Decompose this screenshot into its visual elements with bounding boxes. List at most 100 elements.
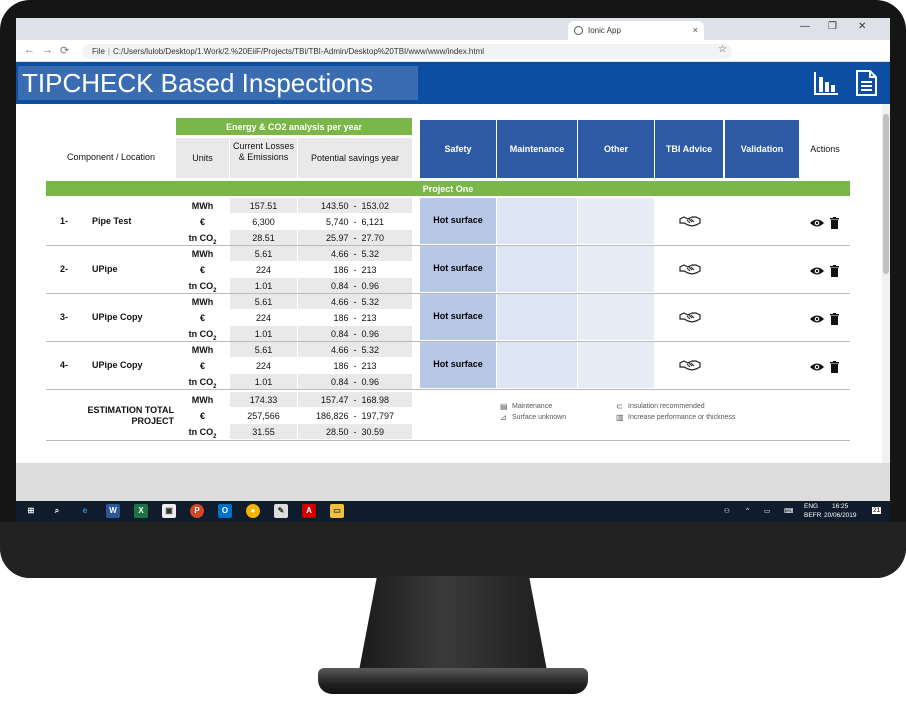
delete-trash-icon[interactable] — [830, 265, 839, 277]
unit-text: MWh — [191, 297, 214, 307]
col-savings-header: Potential savings year — [298, 138, 412, 178]
excel-icon[interactable]: X — [134, 504, 148, 518]
view-eye-icon[interactable] — [810, 362, 824, 372]
reload-button[interactable]: ⟳ — [60, 45, 70, 57]
explorer-icon[interactable]: ▭ — [330, 504, 344, 518]
unit-subscript: 2 — [213, 433, 217, 440]
maintenance-cell[interactable] — [497, 342, 577, 388]
lang-line-1[interactable]: ENG — [804, 503, 819, 510]
bar-chart-icon[interactable] — [812, 69, 840, 97]
unit-cell: € — [176, 217, 229, 227]
delete-trash-icon[interactable] — [830, 217, 839, 229]
notification-badge[interactable]: 21 — [872, 507, 882, 514]
tab-close-icon[interactable]: × — [692, 25, 698, 35]
current-value: 5.61 — [230, 342, 297, 357]
maintenance-cell[interactable] — [497, 246, 577, 292]
savings-value: 25.97 - 27.70 — [298, 230, 412, 245]
minimize-button[interactable]: — — [800, 21, 810, 32]
edge-icon[interactable]: e — [82, 506, 88, 515]
view-eye-icon[interactable] — [810, 218, 824, 228]
component-name[interactable]: UPipe Copy — [92, 360, 143, 370]
current-value: 157.51 — [230, 198, 297, 213]
other-cell[interactable] — [578, 246, 654, 292]
row-divider — [46, 341, 850, 342]
other-cell[interactable] — [578, 198, 654, 244]
col-actions-header: Actions — [810, 144, 840, 154]
row-number: 4- — [60, 360, 69, 370]
current-value: 1.01 — [230, 374, 297, 389]
acrobat-icon[interactable]: A — [302, 504, 316, 518]
outlook-icon[interactable]: O — [218, 504, 232, 518]
component-name[interactable]: Pipe Test — [92, 216, 132, 226]
clock-time[interactable]: 16:25 — [832, 503, 849, 510]
safety-cell[interactable]: Hot surface — [420, 294, 496, 340]
unit-cell: € — [176, 411, 229, 421]
unit-subscript: 2 — [213, 287, 217, 294]
tray-chevron-icon[interactable]: ^ — [746, 507, 750, 514]
legend-surface-unknown-icon: ⊿ — [500, 413, 507, 422]
row-number: 1- — [60, 216, 69, 226]
view-eye-icon[interactable] — [810, 266, 824, 276]
row-divider — [46, 389, 850, 390]
energy-group-header: Energy & CO2 analysis per year — [176, 118, 412, 135]
maintenance-cell[interactable] — [497, 294, 577, 340]
scrollbar[interactable] — [882, 104, 890, 480]
savings-value: 0.84 - 0.96 — [298, 326, 412, 341]
handshake-icon[interactable] — [679, 262, 701, 276]
savings-value: 4.66 - 5.32 — [298, 294, 412, 309]
safety-cell[interactable]: Hot surface — [420, 198, 496, 244]
unit-cell: MWh — [176, 345, 229, 355]
bookmark-star-icon[interactable]: ☆ — [718, 44, 727, 55]
store-icon[interactable]: ▣ — [162, 504, 176, 518]
unit-text: € — [199, 265, 205, 275]
delete-trash-icon[interactable] — [830, 313, 839, 325]
forward-button[interactable]: → — [42, 44, 53, 56]
savings-value: 4.66 - 5.32 — [298, 342, 412, 357]
battery-icon: ▭ — [764, 508, 771, 515]
url-field[interactable]: File | C:/Users/lulob/Desktop/1.Work/2.%20… — [82, 44, 732, 59]
component-name[interactable]: UPipe Copy — [92, 312, 143, 322]
handshake-icon[interactable] — [679, 358, 701, 372]
unit-cell: tn CO2 — [176, 281, 229, 294]
current-value: 224 — [255, 265, 272, 275]
unit-subscript: 2 — [213, 335, 217, 342]
lang-line-2[interactable]: BEFR — [804, 512, 822, 519]
current-value: 6,300 — [252, 217, 275, 227]
unit-cell: MWh — [176, 297, 229, 307]
component-name[interactable]: UPipe — [92, 264, 118, 274]
project-bar[interactable]: Project One — [46, 181, 850, 196]
other-cell[interactable] — [578, 342, 654, 388]
unit-cell: tn CO2 — [176, 377, 229, 390]
unit-cell: MWh — [176, 201, 229, 211]
unit-text: € — [199, 313, 205, 323]
legend-increase: Increase performance or thickness — [628, 414, 736, 421]
people-icon[interactable]: ⚇ — [724, 508, 730, 515]
view-eye-icon[interactable] — [810, 314, 824, 324]
back-button[interactable]: ← — [24, 44, 35, 56]
chrome-icon[interactable]: ● — [246, 504, 260, 518]
maximize-button[interactable]: ❐ — [828, 21, 837, 32]
handshake-icon[interactable] — [679, 310, 701, 324]
footer-area — [16, 463, 890, 501]
word-icon[interactable]: W — [106, 504, 120, 518]
powerpoint-icon[interactable]: P — [190, 504, 204, 518]
document-icon[interactable] — [852, 69, 880, 97]
maintenance-cell[interactable] — [497, 198, 577, 244]
delete-trash-icon[interactable] — [830, 361, 839, 373]
total-divider — [46, 440, 850, 441]
scrollbar-thumb[interactable] — [883, 114, 889, 274]
close-window-button[interactable]: ✕ — [858, 21, 867, 32]
current-value: 31.55 — [230, 424, 297, 439]
savings-value: 143.50 - 153.02 — [298, 198, 412, 213]
legend-increase-icon: ▥ — [616, 413, 624, 422]
start-icon[interactable]: ⊞ — [27, 506, 35, 515]
clock-date[interactable]: 20/06/2019 — [824, 512, 857, 519]
paint-icon[interactable]: ✎ — [274, 504, 288, 518]
savings-value: 0.84 - 0.96 — [298, 278, 412, 293]
search-icon[interactable]: ⌕ — [54, 506, 60, 515]
browser-tab[interactable]: Ionic App × — [568, 21, 704, 40]
handshake-icon[interactable] — [679, 214, 701, 228]
safety-cell[interactable]: Hot surface — [420, 342, 496, 388]
other-cell[interactable] — [578, 294, 654, 340]
safety-cell[interactable]: Hot surface — [420, 246, 496, 292]
